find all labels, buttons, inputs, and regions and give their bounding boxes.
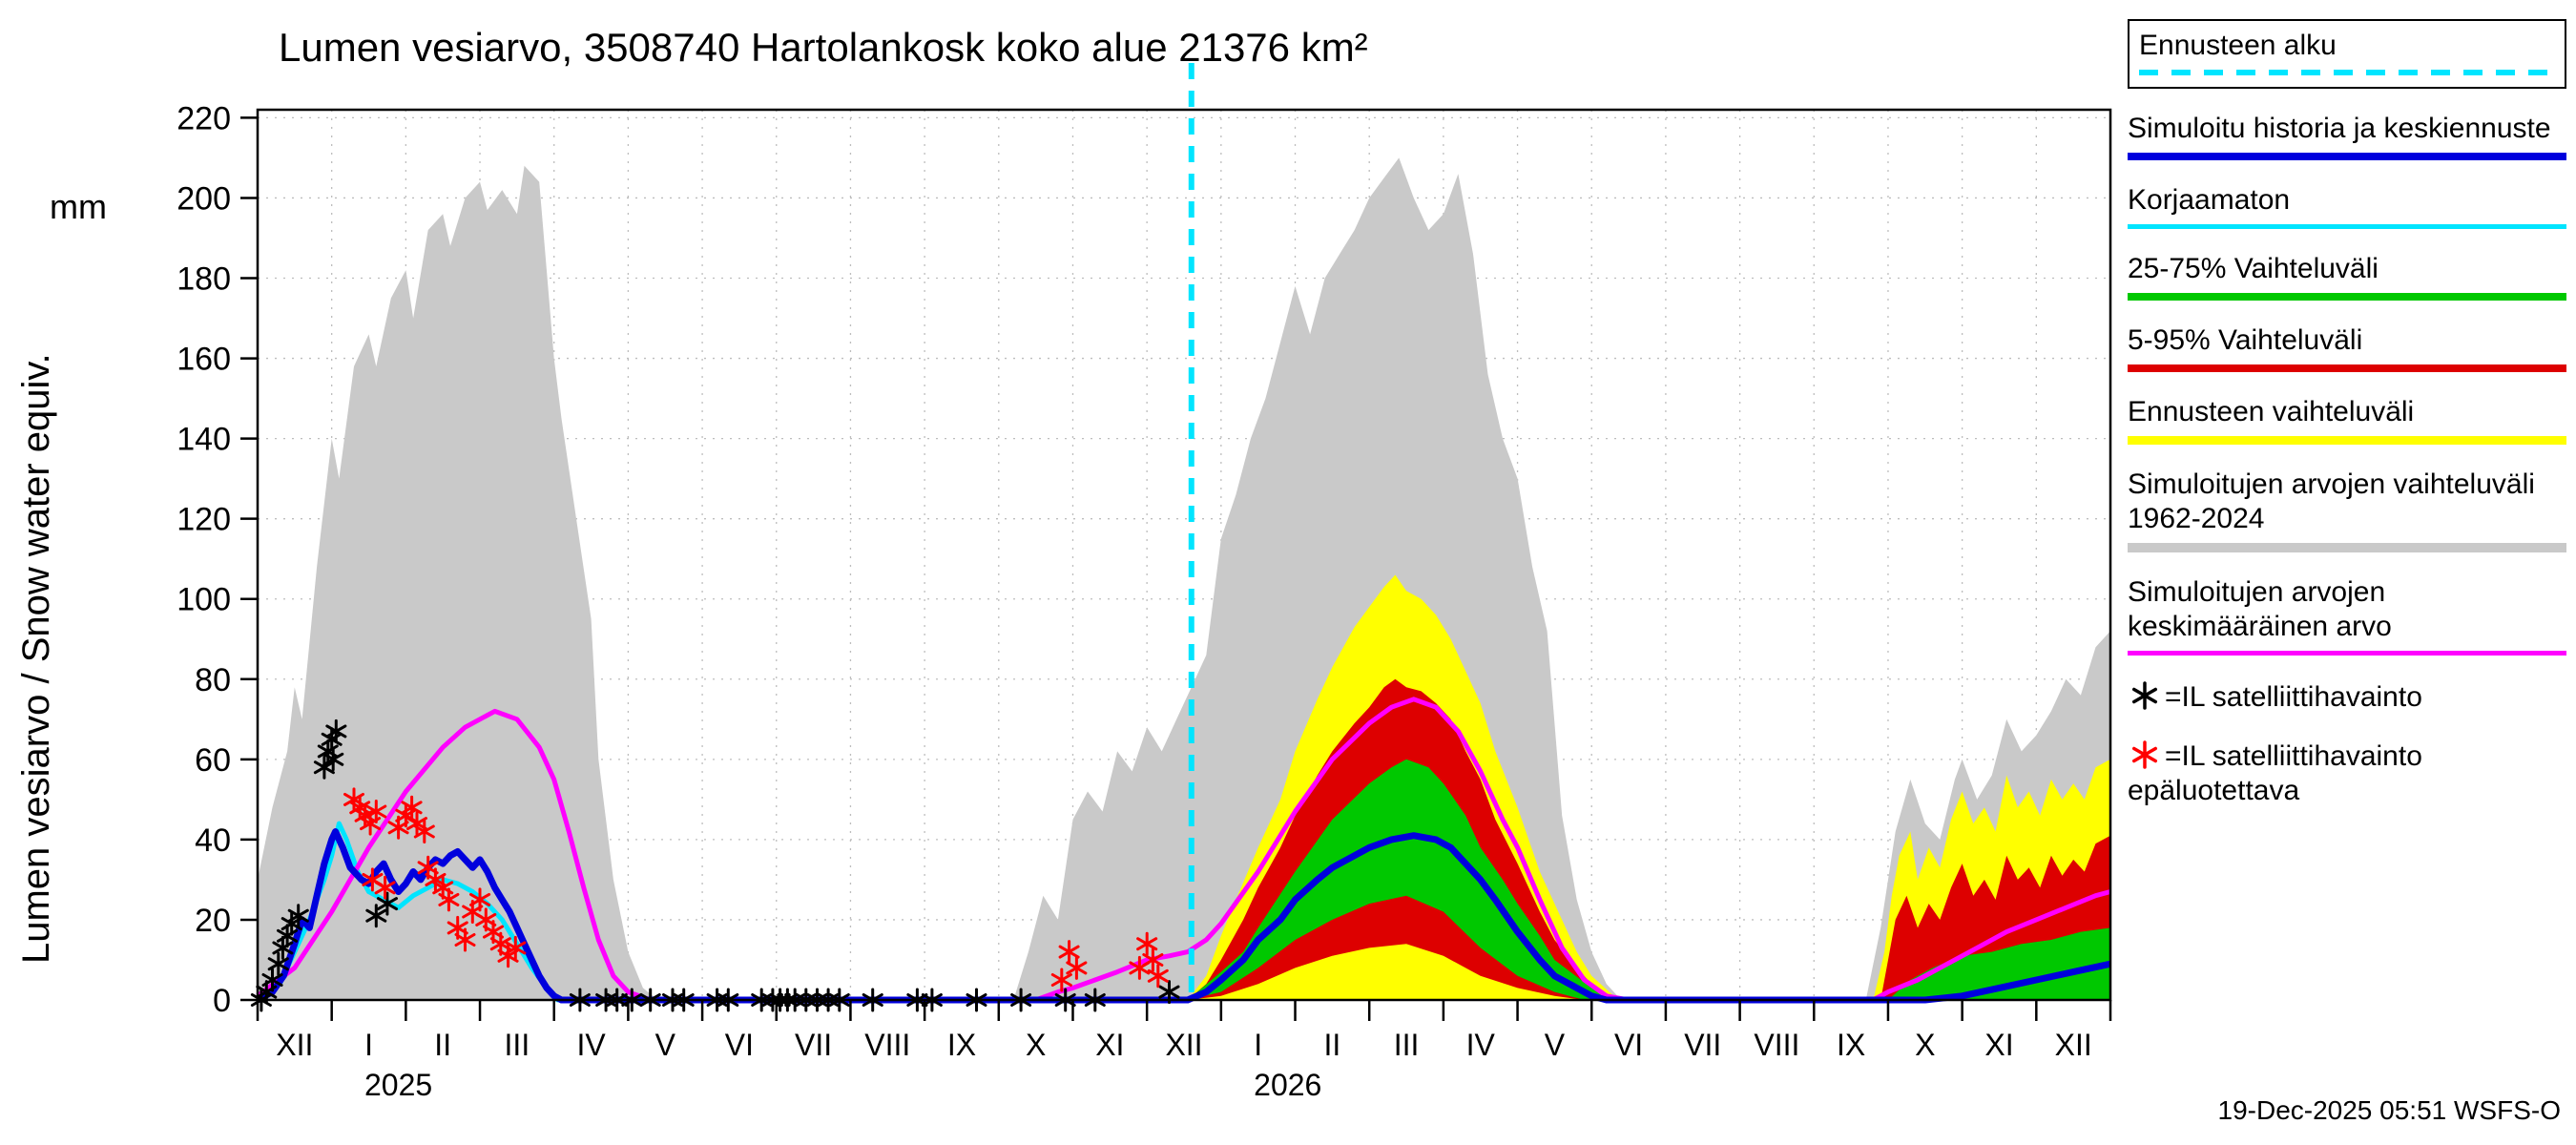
y-tick-label: 200 (177, 180, 231, 217)
x-tick-label: XII (2055, 1028, 2092, 1062)
timestamp: 19-Dec-2025 05:51 WSFS-O (2217, 1095, 2562, 1125)
legend-swatch-vaihteluvali-5-95 (2128, 364, 2566, 372)
y-tick-label: 120 (177, 502, 231, 538)
x-tick-label: X (1026, 1028, 1046, 1062)
x-tick-label: X (1915, 1028, 1935, 1062)
legend-swatch-korjaamaton (2128, 224, 2566, 229)
legend-swatch-sim-vaihteluvali-1962-2024 (2128, 543, 2566, 552)
y-tick-label: 20 (195, 903, 231, 939)
x-tick-label: IX (947, 1028, 976, 1062)
legend-label: Simuloitu historia ja keskiennuste (2128, 113, 2551, 144)
y-tick-label: 60 (195, 742, 231, 779)
y-tick-label: 140 (177, 422, 231, 458)
y-tick-label: 160 (177, 342, 231, 378)
x-tick-label: III (1394, 1028, 1420, 1062)
legend: Ennusteen alku Simuloitu historia ja kesk… (2128, 19, 2566, 808)
x-tick-label: III (505, 1028, 530, 1062)
x-axis-ticks: XII I II III IV V VI VII VIII IX X XI XII I II III IV V VI… (256, 1000, 2112, 1102)
band-sim-range-1962-2024 (258, 157, 2110, 1000)
x-tick-label: VI (725, 1028, 754, 1062)
x-tick-label: XII (276, 1028, 313, 1062)
satellite-asterisk-icon (2131, 681, 2158, 710)
legend-swatch-vaihteluvali-25-75 (2128, 293, 2566, 301)
x-tick-label: IV (576, 1028, 606, 1062)
x-tick-label: II (1323, 1028, 1340, 1062)
x-tick-label: VII (1684, 1028, 1721, 1062)
y-axis-unit: mm (50, 187, 107, 226)
markers-il-satelliittihavainto-epaluotettava (343, 787, 1169, 992)
legend-label: Korjaamaton (2128, 184, 2291, 216)
legend-label: Ennusteen alku (2139, 30, 2337, 61)
legend-item-sim-vaihteluvali-1962-2024: Simuloitujen arvojen vaihteluväli 1962-2… (2128, 468, 2566, 552)
x-tick-label: XII (1165, 1028, 1202, 1062)
x-tick-label: V (1545, 1028, 1566, 1062)
legend-item-il-satelliittihavainto: =IL satelliittihavainto (2128, 678, 2566, 715)
y-tick-label: 180 (177, 261, 231, 298)
x-tick-label: IX (1837, 1028, 1865, 1062)
legend-label: Simuloitujen arvojen keskimääräinen arvo (2128, 576, 2392, 642)
y-axis-ticks: 0 20 40 60 80 100 120 140 160 180 200 220 (177, 100, 258, 1019)
band-vaihteluvali-5-95 (1187, 678, 2110, 1000)
y-tick-label: 40 (195, 822, 231, 859)
legend-label: 25-75% Vaihteluväli (2128, 253, 2379, 284)
legend-label: =IL satelliittihavainto (2165, 681, 2422, 713)
x-tick-label: VII (795, 1028, 832, 1062)
x-tick-label: VIII (864, 1028, 910, 1062)
x-axis-year-label: 2026 (1254, 1068, 1321, 1102)
x-tick-label: V (655, 1028, 676, 1062)
satellite-asterisk-icon (2131, 740, 2158, 769)
legend-item-sim-keskimaarainen-arvo: Simuloitujen arvojen keskimääräinen arvo (2128, 575, 2566, 656)
y-tick-label: 80 (195, 662, 231, 698)
legend-item-ennusteen-vaihteluvali: Ennusteen vaihteluväli (2128, 395, 2566, 445)
y-tick-label: 220 (177, 100, 231, 136)
x-tick-label: I (364, 1028, 373, 1062)
legend-label: =IL satelliittihavainto epäluotettava (2128, 740, 2422, 806)
legend-item-il-satelliittihavainto-epaluotettava: =IL satelliittihavainto epäluotettava (2128, 738, 2566, 808)
legend-label: Simuloitujen arvojen vaihteluväli 1962-2… (2128, 468, 2535, 534)
legend-item-vaihteluvali-5-95: 5-95% Vaihteluväli (2128, 323, 2566, 372)
legend-item-ennusteen-alku: Ennusteen alku (2128, 19, 2566, 89)
x-axis-year-label: 2025 (364, 1068, 432, 1102)
legend-swatch-sim-historia-keskiennuste (2128, 153, 2566, 160)
legend-label: 5-95% Vaihteluväli (2128, 324, 2363, 356)
x-tick-label: XI (1984, 1028, 2013, 1062)
markers-il-satelliittihavainto (250, 718, 1180, 1012)
legend-label: Ennusteen vaihteluväli (2128, 396, 2415, 427)
legend-swatch-ennusteen-alku (2139, 70, 2555, 75)
legend-swatch-sim-keskimaarainen-arvo (2128, 651, 2566, 656)
legend-item-sim-historia-keskiennuste: Simuloitu historia ja keskiennuste (2128, 112, 2566, 160)
x-tick-label: XI (1095, 1028, 1124, 1062)
legend-item-vaihteluvali-25-75: 25-75% Vaihteluväli (2128, 252, 2566, 301)
line-sim-historia-keskiennuste (256, 828, 2111, 1004)
plot-border (256, 108, 2112, 1002)
x-tick-label: VIII (1754, 1028, 1799, 1062)
x-tick-label: IV (1466, 1028, 1496, 1062)
band-vaihteluvali-25-75 (1187, 759, 2110, 1000)
legend-item-korjaamaton: Korjaamaton (2128, 183, 2566, 229)
x-tick-label: I (1254, 1028, 1262, 1062)
x-tick-label: II (434, 1028, 451, 1062)
legend-swatch-ennusteen-vaihteluvali (2128, 436, 2566, 445)
y-tick-label: 100 (177, 582, 231, 618)
x-tick-label: VI (1614, 1028, 1643, 1062)
y-tick-label: 0 (213, 983, 231, 1019)
chart-title: Lumen vesiarvo, 3508740 Hartolankosk kok… (279, 25, 1368, 70)
